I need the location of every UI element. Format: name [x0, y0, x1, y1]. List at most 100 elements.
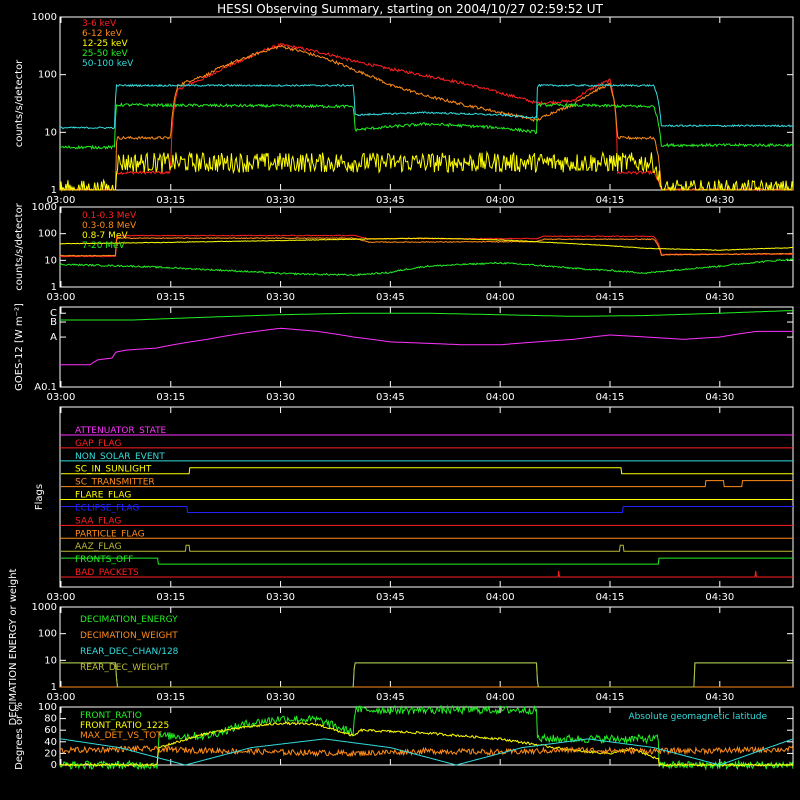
ratio-series-line	[59, 704, 794, 771]
ratio-y-tick-label: 40	[44, 737, 57, 748]
flag-line	[61, 467, 793, 475]
ratio-series-line	[60, 738, 794, 766]
gamma-series-line	[59, 237, 794, 257]
goes-y-tick-label: A	[50, 332, 57, 343]
legend-entry: 0.3-0.8 MeV	[82, 221, 137, 231]
goes-x-tick-label: 03:30	[266, 392, 295, 403]
goes-x-tick-label: 04:00	[486, 392, 515, 403]
legend-entry: REAR_DEC_CHAN/128	[80, 647, 179, 657]
flags-x-tick-label: 03:30	[266, 592, 295, 603]
ratio-y-tick-label: 20	[44, 748, 57, 759]
flag-line	[61, 570, 793, 578]
decimation-x-tick-label: 04:30	[705, 692, 734, 703]
xray-x-tick-label: 04:00	[486, 195, 515, 206]
flag-line	[61, 557, 793, 565]
ratio-y-tick-label: 0	[51, 760, 57, 771]
flags-x-tick-label: 03:45	[376, 592, 405, 603]
xray-y-tick-label: 1000	[32, 12, 57, 23]
flag-label: SC_TRANSMITTER	[75, 478, 155, 488]
flags-x-tick-label: 04:00	[486, 592, 515, 603]
gamma-x-tick-label: 03:30	[266, 292, 295, 303]
gamma-y-tick-label: 10	[44, 255, 57, 266]
panels: 03:00 03:15 03:30 03:45 04:00 04:15 04:3011010…	[8, 12, 794, 771]
flags-y-axis-label: Flags	[34, 484, 45, 510]
flag-label: SAA_FLAG	[75, 516, 121, 526]
chart-title: HESSI Observing Summary, starting on 200…	[217, 2, 603, 16]
legend-entry: 12-25 keV	[82, 39, 128, 49]
legend-entry: 0.1-0.3 MeV	[82, 211, 137, 221]
flags-x-tick-label: 04:15	[596, 592, 625, 603]
xray-x-tick-label: 03:00	[47, 195, 76, 206]
xray-x-tick-label: 04:15	[596, 195, 625, 206]
xray-series-line	[59, 150, 794, 192]
xray-x-tick-label: 03:45	[376, 195, 405, 206]
goes-x-tick-label: 04:30	[705, 392, 734, 403]
gamma-x-tick-label: 03:00	[47, 292, 76, 303]
legend-entry: MAX_DET_VS_TOT	[80, 731, 162, 741]
legend-entry: FRONT_RATIO_1225	[80, 721, 169, 731]
flag-label: AAZ_FLAG	[75, 542, 122, 552]
legend-entry: FRONT_RATIO	[80, 711, 142, 721]
xray-x-tick-label: 03:15	[156, 195, 185, 206]
gamma-y-tick-label: 1	[51, 282, 57, 293]
gamma-panel: 03:00 03:15 03:30 03:45 04:00 04:15 04:30 1 10 10…	[14, 202, 794, 303]
gamma-x-tick-label: 04:30	[705, 292, 734, 303]
legend-entry: REAR_DEC_WEIGHT	[80, 663, 169, 673]
goes-x-tick-label: 04:15	[596, 392, 625, 403]
flag-label: FRONTS_OFF	[75, 555, 133, 565]
xray-series-line	[59, 102, 794, 150]
decimation-series-line	[60, 662, 793, 688]
ratio-plot-frame	[59, 706, 794, 766]
goes-series-line	[60, 327, 793, 366]
gamma-x-tick-label: 03:15	[156, 292, 185, 303]
annotation-label: Absolute geomagnetic latitude	[628, 712, 767, 722]
decimation-x-tick-label: 03:45	[376, 692, 405, 703]
legend-entry: 7-20 MeV	[82, 241, 126, 251]
legend-entry: 25-50 keV	[82, 49, 128, 59]
flag-line	[61, 480, 793, 488]
goes-plot-frame	[59, 306, 794, 388]
gamma-y-tick-label: 100	[38, 229, 57, 240]
xray-x-tick-label: 03:30	[266, 195, 295, 206]
flags-plot-frame	[59, 406, 794, 588]
gamma-y-tick-label: 1000	[32, 202, 57, 213]
xray-plot-frame	[59, 16, 794, 191]
goes-y-tick-label: B	[50, 317, 57, 328]
decimation-x-tick-label: 03:15	[156, 692, 185, 703]
decimation-x-tick-label: 04:00	[486, 692, 515, 703]
flags-x-tick-label: 03:00	[47, 592, 76, 603]
gamma-y-axis-label: counts/s/detector	[14, 202, 25, 290]
xray-panel: 03:00 03:15 03:30 03:45 04:00 04:15 04:30 1 10 10…	[14, 12, 794, 206]
legend-entry: 3-6 keV	[82, 19, 117, 29]
goes-x-tick-label: 03:15	[156, 392, 185, 403]
gamma-series-line	[59, 258, 794, 277]
gamma-plot-frame	[59, 206, 794, 288]
flag-label: ECLIPSE_FLAG	[75, 503, 139, 513]
flag-line	[61, 506, 793, 513]
ratio-y-tick-label: 100	[38, 702, 57, 713]
ratio-y-axis-label: Degrees or %	[14, 702, 25, 770]
flag-label: GAP_FLAG	[75, 439, 121, 449]
goes-y-tick-label: A0.1	[34, 382, 57, 393]
flag-line	[61, 544, 793, 552]
legend-entry: DECIMATION_ENERGY	[80, 615, 178, 625]
decimation-y-tick-label: 1000	[32, 602, 57, 613]
flag-label: BAD_PACKETS	[75, 568, 139, 578]
xray-y-tick-label: 10	[44, 127, 57, 138]
xray-series-line	[59, 83, 794, 130]
flags-panel: 03:00 03:15 03:30 03:45 04:00 04:15 04:30 Flags…	[34, 406, 794, 603]
goes-y-tick-label: C	[50, 308, 57, 319]
decimation-x-tick-label: 04:15	[596, 692, 625, 703]
decimation-x-tick-label: 03:30	[266, 692, 295, 703]
decimation-x-tick-label: 03:00	[47, 692, 76, 703]
flag-label: PARTICLE_FLAG	[75, 529, 145, 539]
flag-label: NON_SOLAR_EVENT	[75, 452, 165, 462]
decimation-y-tick-label: 1	[51, 682, 57, 693]
flags-x-tick-label: 03:15	[156, 592, 185, 603]
decimation-panel: 03:00 03:15 03:30 03:45 04:00 04:15 04:30 1 10 10…	[8, 568, 794, 725]
gamma-x-tick-label: 04:15	[596, 292, 625, 303]
decimation-y-tick-label: 10	[44, 655, 57, 666]
legend-entry: 0.8-7 MeV	[82, 231, 128, 241]
